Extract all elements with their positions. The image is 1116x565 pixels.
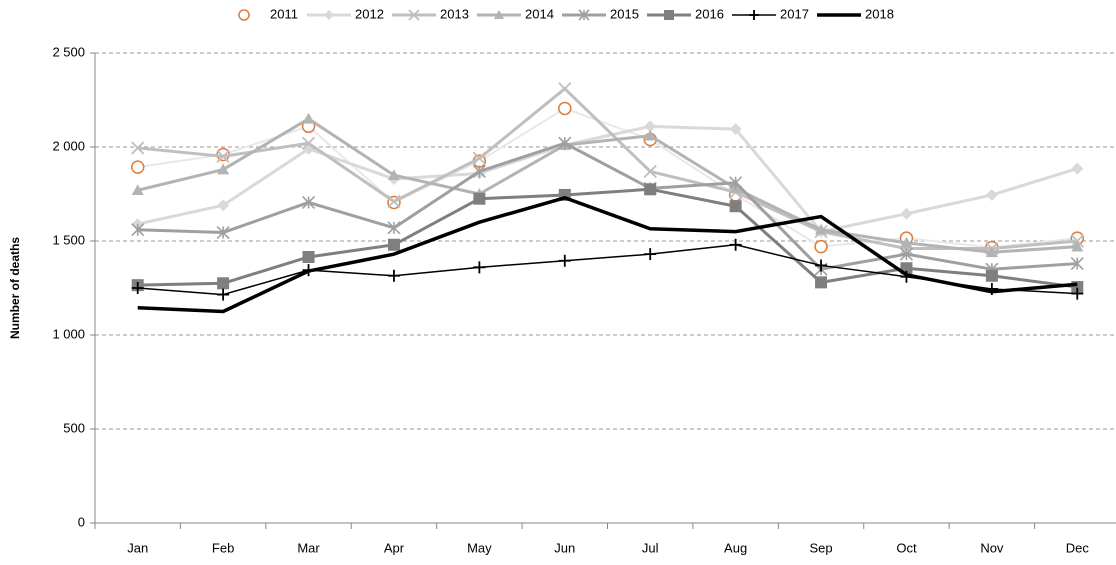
data-point bbox=[1071, 162, 1084, 175]
data-point bbox=[131, 184, 144, 196]
data-point bbox=[814, 239, 828, 254]
data-point bbox=[217, 199, 230, 212]
series-line bbox=[137, 107, 1078, 249]
data-point bbox=[473, 261, 486, 274]
x-tick-label: Feb bbox=[212, 540, 234, 555]
legend-label: 2013 bbox=[440, 6, 469, 21]
data-point bbox=[1071, 240, 1084, 252]
legend-label: 2014 bbox=[525, 6, 554, 21]
legend-label: 2012 bbox=[355, 6, 384, 21]
legend-label: 2018 bbox=[865, 6, 894, 21]
series-line bbox=[137, 117, 1078, 254]
data-point bbox=[644, 120, 657, 133]
series-line bbox=[137, 87, 1078, 251]
legend-marker bbox=[664, 10, 674, 20]
series-line bbox=[137, 124, 1078, 234]
data-point bbox=[900, 236, 913, 248]
data-point bbox=[216, 149, 230, 164]
data-point bbox=[387, 238, 400, 251]
legend-marker bbox=[238, 9, 250, 21]
data-point bbox=[217, 163, 230, 175]
data-point bbox=[900, 207, 913, 220]
y-tick-label: 2 000 bbox=[52, 138, 85, 153]
data-point bbox=[131, 141, 145, 155]
data-point bbox=[558, 136, 572, 150]
data-point bbox=[130, 160, 145, 174]
data-point bbox=[387, 221, 401, 235]
data-point bbox=[387, 169, 400, 180]
data-point bbox=[301, 136, 316, 150]
legend-label: 2015 bbox=[610, 6, 639, 21]
data-point bbox=[644, 183, 657, 196]
legend-marker bbox=[324, 10, 334, 20]
x-tick-label: Jun bbox=[554, 540, 575, 555]
y-tick-label: 1 000 bbox=[52, 326, 85, 341]
series-line bbox=[137, 196, 1078, 314]
data-point bbox=[729, 123, 742, 136]
data-point bbox=[815, 223, 828, 235]
data-point bbox=[729, 238, 742, 251]
x-tick-label: Mar bbox=[297, 540, 320, 555]
data-point bbox=[985, 246, 998, 258]
series-line bbox=[137, 187, 1078, 289]
legend-marker bbox=[494, 10, 504, 19]
data-point bbox=[643, 164, 657, 179]
data-point bbox=[729, 200, 742, 213]
data-point bbox=[217, 277, 230, 290]
data-point bbox=[131, 282, 144, 294]
data-point bbox=[899, 247, 914, 261]
y-tick-label: 0 bbox=[78, 514, 85, 529]
x-tick-label: Aug bbox=[724, 540, 747, 555]
data-point bbox=[558, 82, 572, 96]
data-point bbox=[387, 269, 400, 282]
legend-label: 2011 bbox=[270, 6, 298, 21]
legend-marker bbox=[578, 9, 590, 21]
data-point bbox=[387, 194, 401, 209]
x-tick-label: May bbox=[467, 540, 492, 555]
data-point bbox=[985, 188, 998, 201]
legend-marker bbox=[749, 10, 759, 20]
y-axis-title: Number of deaths bbox=[8, 237, 22, 339]
data-point bbox=[1070, 256, 1084, 271]
x-tick-label: Nov bbox=[980, 540, 1004, 555]
data-point bbox=[985, 269, 998, 282]
data-point bbox=[815, 276, 828, 289]
legend-marker bbox=[408, 9, 420, 21]
series-line bbox=[137, 141, 1078, 271]
legend-label: 2017 bbox=[780, 6, 809, 21]
data-point bbox=[131, 223, 145, 237]
x-tick-label: Sep bbox=[809, 540, 832, 555]
x-tick-label: Apr bbox=[384, 540, 405, 555]
data-point bbox=[558, 254, 571, 267]
data-point bbox=[472, 151, 487, 165]
x-tick-label: Oct bbox=[896, 540, 917, 555]
x-tick-label: Dec bbox=[1066, 540, 1090, 555]
data-point bbox=[558, 101, 572, 116]
data-point bbox=[815, 259, 828, 272]
y-tick-label: 1 500 bbox=[52, 232, 85, 247]
y-tick-label: 500 bbox=[63, 420, 85, 435]
data-point bbox=[473, 192, 486, 205]
legend-label: 2016 bbox=[695, 6, 724, 21]
x-tick-label: Jul bbox=[642, 540, 659, 555]
data-point bbox=[302, 250, 315, 263]
data-point bbox=[217, 288, 230, 301]
data-point bbox=[216, 225, 230, 240]
data-point bbox=[1071, 287, 1084, 300]
data-point bbox=[302, 112, 315, 124]
x-tick-label: Jan bbox=[127, 540, 148, 555]
data-point bbox=[644, 129, 657, 141]
data-point bbox=[301, 195, 316, 210]
data-point bbox=[644, 248, 657, 261]
data-point bbox=[472, 164, 486, 179]
data-point bbox=[729, 176, 743, 190]
y-tick-label: 2 500 bbox=[52, 44, 85, 59]
